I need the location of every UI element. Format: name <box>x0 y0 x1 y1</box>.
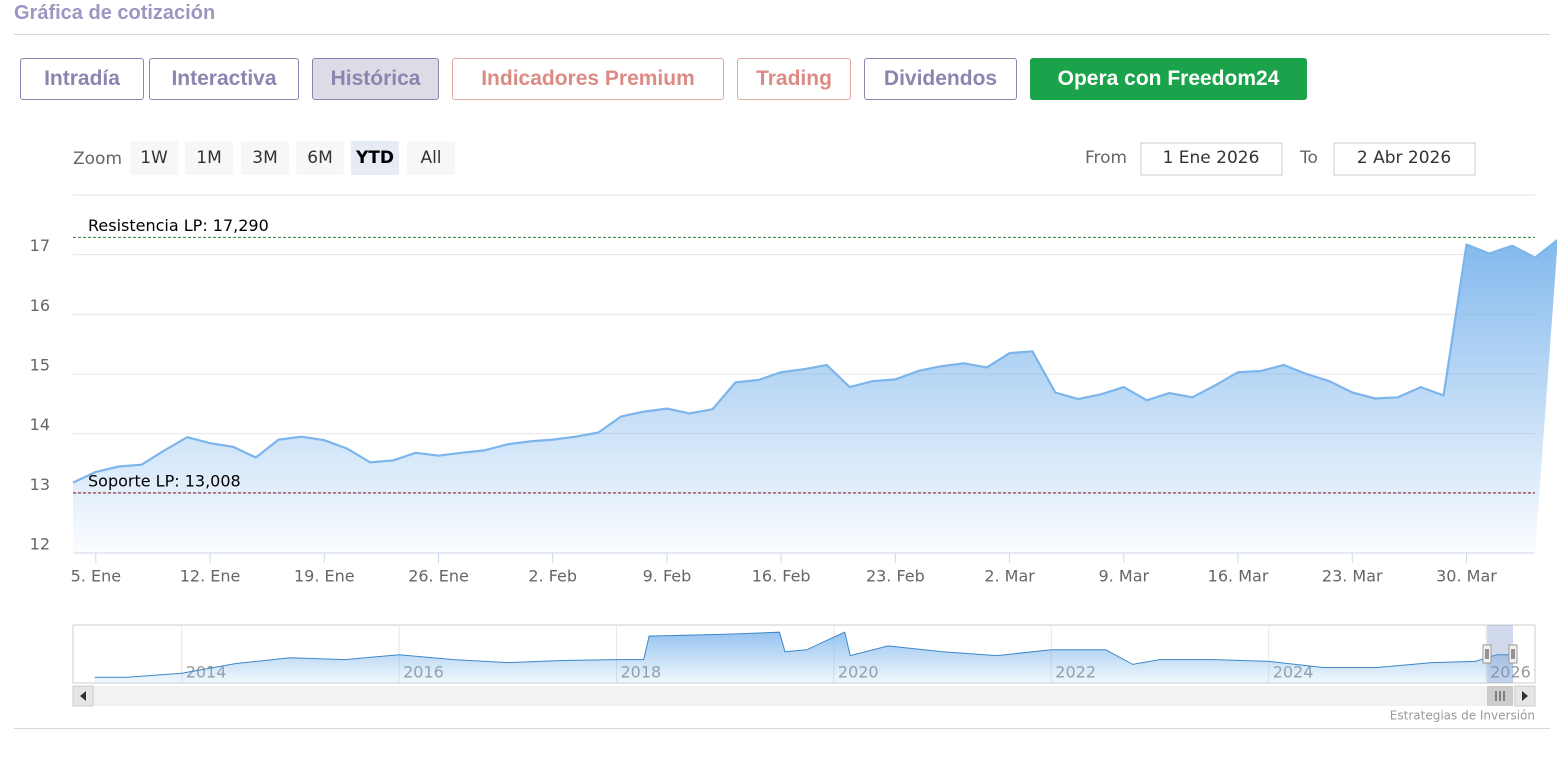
plot-line-label: Soporte LP: 13,008 <box>88 471 241 490</box>
tab[interactable]: Indicadores Premium <box>452 58 724 100</box>
x-tick-label: 26. Ene <box>408 567 469 586</box>
zoom-button[interactable] <box>241 141 289 175</box>
plot-line-label: Resistencia LP: 17,290 <box>88 216 269 235</box>
scrollbar-grip <box>1495 691 1505 701</box>
y-tick-label: 17 <box>30 236 50 255</box>
y-tick-label: 12 <box>30 535 50 554</box>
zoom-button-label: 1W <box>140 148 168 168</box>
x-tick-label: 23. Mar <box>1322 567 1383 586</box>
x-tick-label: 23. Feb <box>866 567 925 586</box>
zoom-button-label: 3M <box>252 148 277 168</box>
navigator-handle[interactable] <box>1508 644 1518 664</box>
navigator-handle-grip <box>1511 649 1515 659</box>
from-label: From <box>1085 148 1127 168</box>
tab[interactable]: Intradía <box>20 58 144 100</box>
x-tick-label: 2. Mar <box>984 567 1035 586</box>
scrollbar-track <box>73 686 1535 706</box>
y-tick-label: 15 <box>30 356 50 375</box>
navigator-handle-grip <box>1485 649 1489 659</box>
credits: Estrategias de Inversión <box>1390 709 1535 723</box>
to-label: To <box>1299 148 1318 168</box>
y-tick-label: 16 <box>30 296 50 315</box>
zoom-button[interactable] <box>351 141 399 175</box>
to-value: 2 Abr 2026 <box>1357 148 1451 168</box>
navigator-area <box>94 632 1514 683</box>
tab[interactable]: Interactiva <box>149 58 299 100</box>
zoom-button[interactable] <box>296 141 344 175</box>
divider <box>14 728 1550 729</box>
navigator-handle[interactable] <box>1482 644 1492 664</box>
zoom-button[interactable] <box>407 141 455 175</box>
from-value: 1 Ene 2026 <box>1163 148 1260 168</box>
zoom-button[interactable] <box>130 141 178 175</box>
tab[interactable]: Dividendos <box>864 58 1017 100</box>
scroll-left-arrow <box>80 691 86 701</box>
price-line <box>72 239 1557 484</box>
divider <box>14 34 1550 35</box>
scroll-right-arrow <box>1522 691 1528 701</box>
x-tick-label: 9. Mar <box>1099 567 1150 586</box>
x-tick-label: 2. Feb <box>528 567 577 586</box>
tab[interactable]: Trading <box>737 58 851 100</box>
x-tick-label: 5. Ene <box>71 567 121 586</box>
y-tick-label: 14 <box>30 415 50 434</box>
to-input[interactable] <box>1333 142 1476 176</box>
tab[interactable]: Opera con Freedom24 <box>1030 58 1307 100</box>
zoom-button-label: 6M <box>307 148 332 168</box>
navigator-line <box>94 631 1514 678</box>
zoom-button[interactable] <box>185 141 233 175</box>
x-tick-label: 30. Mar <box>1436 567 1497 586</box>
x-tick-label: 16. Mar <box>1208 567 1269 586</box>
x-tick-label: 12. Ene <box>180 567 241 586</box>
zoom-label: Zoom <box>73 149 122 169</box>
zoom-button-label: 1M <box>196 148 221 168</box>
y-tick-label: 13 <box>30 475 50 494</box>
x-tick-label: 19. Ene <box>294 567 355 586</box>
x-tick-label: 9. Feb <box>643 567 692 586</box>
tab[interactable]: Histórica <box>312 58 439 100</box>
zoom-button-label: All <box>420 148 441 168</box>
zoom-button-label: YTD <box>355 148 394 168</box>
page-title: Gráfica de cotización <box>14 2 216 24</box>
area-fill <box>73 240 1557 553</box>
x-tick-label: 16. Feb <box>752 567 811 586</box>
from-input[interactable] <box>1140 142 1283 176</box>
